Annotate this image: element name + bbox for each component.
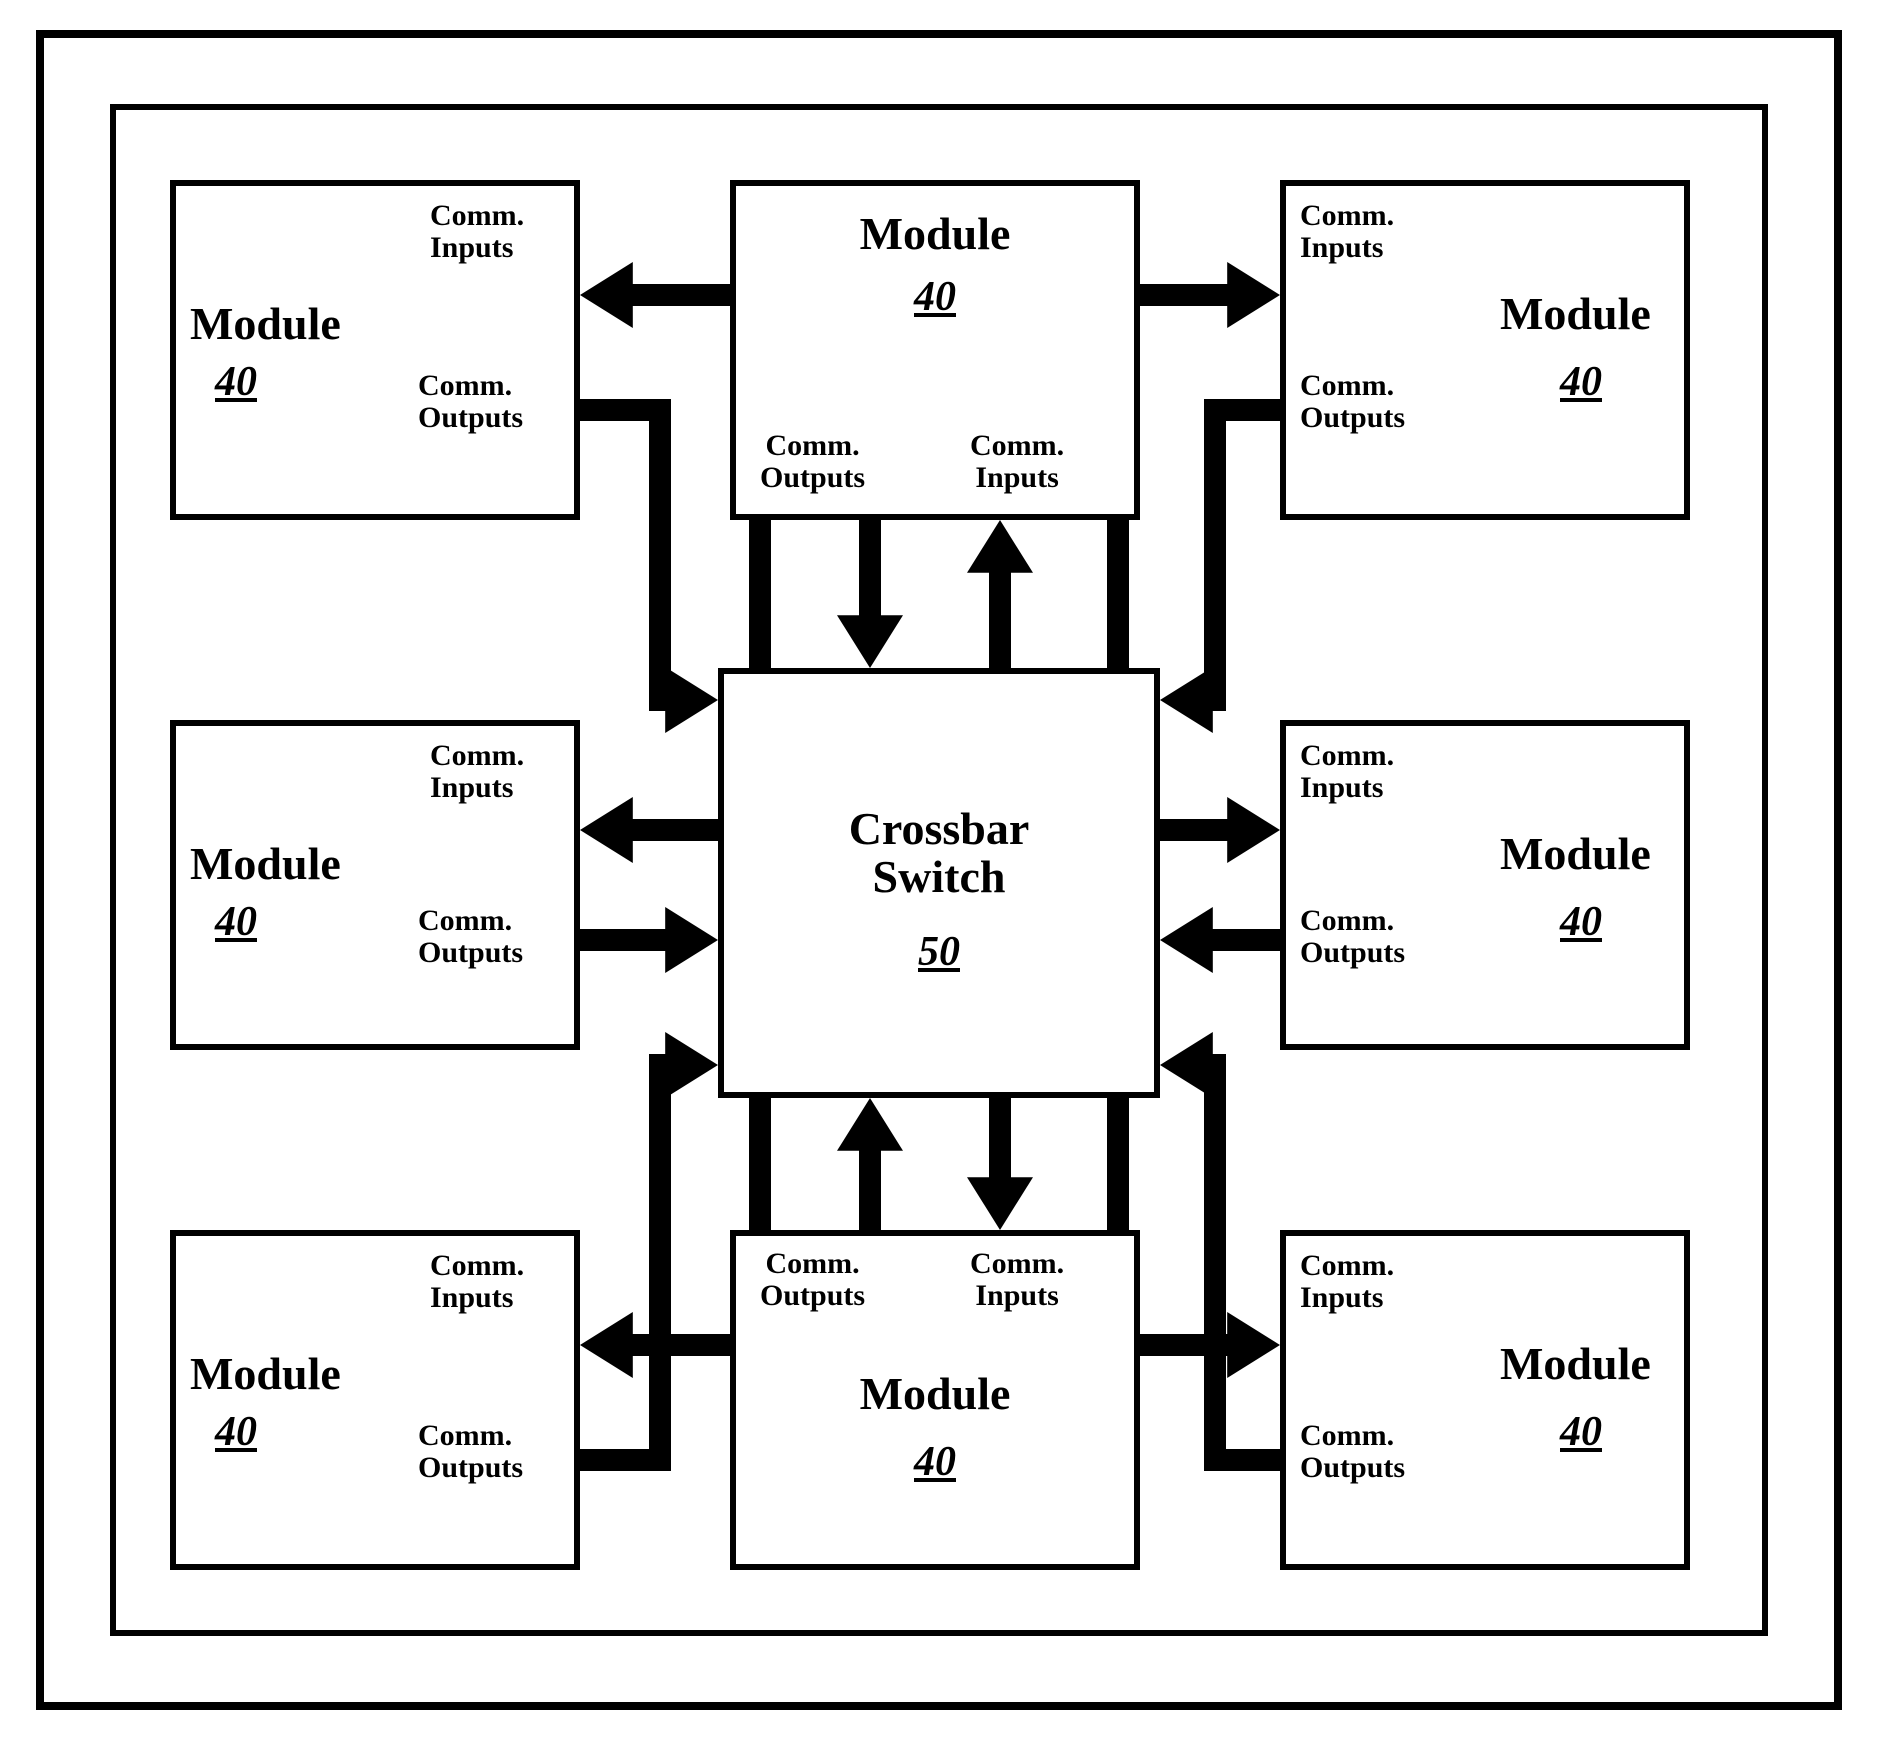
module-tl-in: Comm. Inputs xyxy=(430,200,524,263)
module-tl-ref: 40 xyxy=(215,360,257,404)
module-br-out: Comm. Outputs xyxy=(1300,1420,1405,1483)
module-bl-in: Comm. Inputs xyxy=(430,1250,524,1313)
module-mr-title: Module xyxy=(1500,830,1651,878)
module-br-title: Module xyxy=(1500,1340,1651,1388)
crossbar-title: Crossbar Switch xyxy=(718,805,1160,902)
module-bc-in: Comm. Inputs xyxy=(970,1248,1064,1311)
module-ml-out: Comm. Outputs xyxy=(418,905,523,968)
module-bc-out: Comm. Outputs xyxy=(760,1248,865,1311)
module-tc-ref: 40 xyxy=(730,275,1140,319)
module-bl-out: Comm. Outputs xyxy=(418,1420,523,1483)
module-tr-ref: 40 xyxy=(1560,360,1602,404)
module-ml-title: Module xyxy=(190,840,341,888)
module-br-in: Comm. Inputs xyxy=(1300,1250,1394,1313)
module-tc-in: Comm. Inputs xyxy=(970,430,1064,493)
module-tc-title: Module xyxy=(730,210,1140,258)
crossbar-ref: 50 xyxy=(718,930,1160,974)
module-bc-ref: 40 xyxy=(730,1440,1140,1484)
module-ml-in: Comm. Inputs xyxy=(430,740,524,803)
module-bl-title: Module xyxy=(190,1350,341,1398)
module-ml-ref: 40 xyxy=(215,900,257,944)
module-tl-out: Comm. Outputs xyxy=(418,370,523,433)
module-mr-in: Comm. Inputs xyxy=(1300,740,1394,803)
module-bc-title: Module xyxy=(730,1370,1140,1418)
module-tr-title: Module xyxy=(1500,290,1651,338)
module-br-ref: 40 xyxy=(1560,1410,1602,1454)
module-tc-out: Comm. Outputs xyxy=(760,430,865,493)
module-tr-out: Comm. Outputs xyxy=(1300,370,1405,433)
module-mr-ref: 40 xyxy=(1560,900,1602,944)
module-mr-out: Comm. Outputs xyxy=(1300,905,1405,968)
module-bl-ref: 40 xyxy=(215,1410,257,1454)
module-tl-title: Module xyxy=(190,300,341,348)
module-tr-in: Comm. Inputs xyxy=(1300,200,1394,263)
diagram-stage: Crossbar Switch 50 Module 40 Comm. Input… xyxy=(0,0,1878,1740)
